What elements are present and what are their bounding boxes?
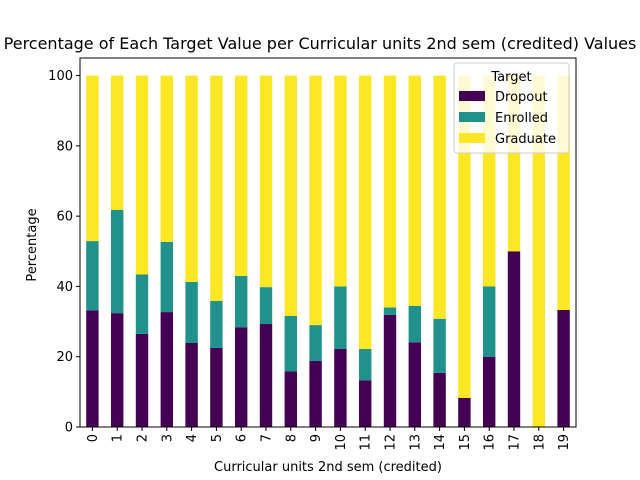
x-tick-label: 2	[136, 434, 151, 442]
bar-graduate-10	[334, 75, 347, 287]
bar-dropout-15	[458, 397, 471, 427]
x-tick-label: 8	[284, 434, 299, 442]
bar-dropout-16	[483, 356, 496, 427]
bar-dropout-13	[408, 342, 421, 427]
x-tick-label: 9	[309, 434, 324, 442]
bar-graduate-0	[86, 75, 99, 242]
bar-dropout-6	[235, 327, 248, 427]
bar-dropout-0	[86, 310, 99, 427]
bar-enrolled-9	[309, 325, 322, 361]
x-tick-label: 15	[458, 434, 473, 451]
legend-swatch-enrolled	[459, 112, 485, 122]
legend-label-dropout: Dropout	[495, 90, 548, 105]
chart-title: Percentage of Each Target Value per Curr…	[4, 34, 637, 53]
bar-graduate-14	[433, 75, 446, 319]
legend-swatch-graduate	[459, 133, 485, 143]
bar-dropout-1	[111, 313, 124, 427]
bar-graduate-6	[235, 75, 248, 276]
legend-label-graduate: Graduate	[495, 132, 556, 147]
bar-graduate-8	[284, 75, 297, 316]
bar-enrolled-6	[235, 275, 248, 328]
bar-enrolled-5	[210, 300, 223, 348]
bar-dropout-2	[135, 333, 149, 427]
bar-dropout-4	[185, 343, 198, 427]
bar-enrolled-13	[408, 305, 421, 343]
bar-enrolled-16	[483, 286, 496, 357]
bar-enrolled-1	[111, 209, 124, 314]
bar-enrolled-4	[185, 281, 198, 344]
x-tick-label: 18	[532, 434, 547, 451]
legend-title: Target	[490, 70, 531, 85]
bar-dropout-9	[309, 360, 322, 427]
y-axis-label: Percentage	[25, 208, 40, 281]
bar-dropout-5	[210, 347, 223, 427]
bar-enrolled-10	[334, 286, 347, 349]
y-tick-label: 80	[56, 139, 73, 154]
bar-dropout-3	[160, 312, 173, 427]
bar-dropout-12	[383, 314, 397, 427]
bar-dropout-10	[334, 348, 347, 427]
plot-frame	[79, 57, 577, 428]
bar-enrolled-2	[135, 274, 149, 334]
bar-enrolled-0	[86, 241, 99, 311]
bar-enrolled-3	[160, 241, 173, 313]
y-tick-label: 100	[48, 69, 73, 84]
y-tick-label: 20	[56, 350, 73, 365]
x-tick-label: 3	[160, 434, 175, 442]
x-tick-label: 16	[483, 434, 498, 451]
legend: Target Dropout Enrolled Graduate	[453, 62, 570, 154]
x-tick-label: 0	[86, 434, 101, 442]
bar-dropout-8	[284, 371, 297, 427]
bar-enrolled-7	[259, 287, 273, 325]
bar-enrolled-8	[284, 315, 297, 372]
x-axis-label: Curricular units 2nd sem (credited)	[214, 460, 442, 475]
bars-group	[86, 75, 570, 428]
bar-dropout-7	[259, 324, 273, 427]
bar-graduate-1	[111, 75, 124, 210]
legend-box	[453, 62, 570, 154]
legend-swatch-dropout	[459, 91, 485, 101]
bar-graduate-15	[458, 75, 471, 398]
bar-enrolled-14	[433, 318, 446, 373]
x-tick-label: 12	[384, 434, 399, 451]
bar-graduate-11	[359, 75, 372, 349]
y-tick-label: 60	[56, 210, 73, 225]
x-tick-label: 11	[359, 434, 374, 451]
x-tick-label: 17	[508, 434, 523, 451]
y-tick-label: 0	[65, 421, 73, 436]
bar-dropout-17	[507, 251, 521, 427]
bar-dropout-14	[433, 372, 446, 427]
x-tick-label: 4	[185, 434, 200, 442]
x-tick-label: 10	[334, 434, 349, 451]
x-tick-label: 6	[235, 434, 250, 442]
bar-graduate-3	[160, 75, 173, 242]
bar-graduate-5	[210, 75, 223, 301]
x-tick-label: 13	[408, 434, 423, 451]
legend-label-enrolled: Enrolled	[495, 111, 548, 126]
bar-graduate-4	[185, 75, 198, 282]
bar-enrolled-12	[383, 307, 397, 315]
bar-dropout-11	[359, 380, 372, 427]
x-tick-label: 5	[210, 434, 225, 442]
x-tick-label: 7	[260, 434, 275, 442]
bar-graduate-13	[408, 75, 421, 306]
bar-graduate-9	[309, 75, 322, 326]
bar-graduate-12	[383, 75, 397, 308]
x-tick-label: 1	[111, 434, 126, 442]
bar-graduate-2	[135, 75, 149, 275]
x-tick-label: 19	[557, 434, 572, 451]
x-tick-label: 14	[433, 434, 448, 451]
bar-enrolled-11	[359, 348, 372, 381]
bar-graduate-7	[259, 75, 273, 288]
y-tick-label: 40	[56, 280, 73, 295]
bar-graduate-18	[532, 75, 545, 428]
bar-dropout-19	[557, 309, 570, 427]
